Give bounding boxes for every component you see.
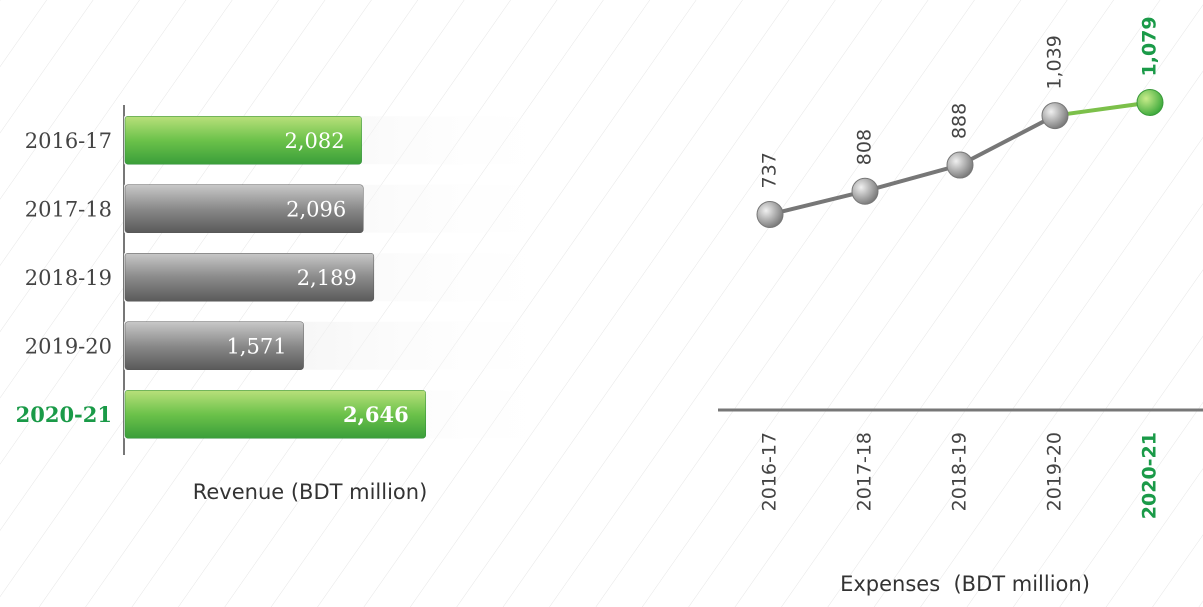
point: [756, 200, 784, 228]
bar: [124, 116, 362, 165]
point: [946, 151, 974, 179]
value-label: 2,646: [343, 402, 409, 427]
point: [1136, 88, 1164, 116]
bar: [124, 184, 364, 233]
category-label: 2019-20: [1044, 432, 1066, 511]
value-label: 888: [949, 103, 971, 139]
bar: [124, 390, 427, 439]
bar: [124, 321, 304, 370]
category-label: 2016-17: [25, 129, 112, 153]
category-label: 2016-17: [759, 432, 781, 511]
line-segment: [769, 189, 866, 217]
category-label: 2017-18: [854, 432, 876, 511]
value-label: 737: [759, 152, 781, 188]
category-label: 2020-21: [16, 402, 112, 427]
value-label: 1,039: [1044, 35, 1066, 89]
value-label: 808: [854, 129, 876, 165]
category-label: 2018-19: [25, 266, 112, 290]
category-label: 2018-19: [949, 432, 971, 511]
point: [851, 177, 879, 205]
bar: [124, 253, 375, 302]
value-label: 2,082: [285, 129, 345, 153]
category-label: 2019-20: [25, 334, 112, 358]
value-label: 2,189: [297, 266, 357, 290]
value-label: 1,571: [226, 334, 286, 358]
axis-title: Expenses (BDT million): [840, 572, 1090, 596]
point: [1041, 102, 1069, 130]
line-segment: [1054, 100, 1151, 118]
line-segment: [959, 113, 1056, 167]
category-label: 2017-18: [25, 197, 112, 221]
axis-title: Revenue (BDT million): [193, 480, 428, 504]
category-label: 2020-21: [1139, 432, 1161, 519]
line-segment: [864, 163, 961, 194]
value-label: 1,079: [1139, 16, 1161, 76]
value-label: 2,096: [286, 197, 346, 221]
